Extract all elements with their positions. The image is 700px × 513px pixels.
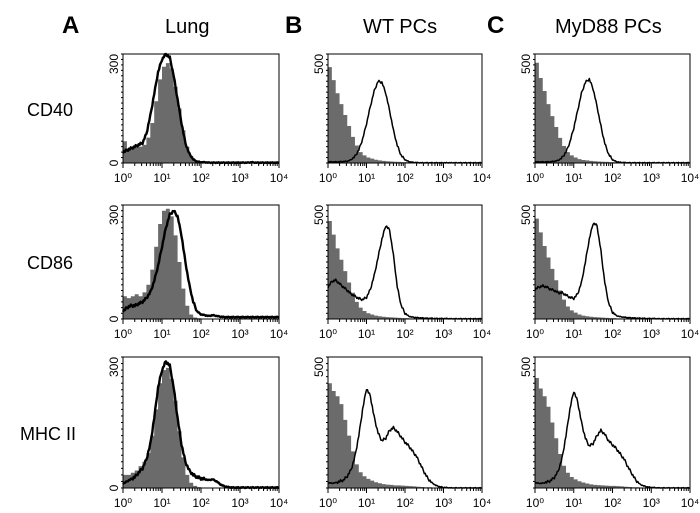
x-tick-label: 10² — [604, 327, 621, 341]
control-histogram-fill — [328, 67, 482, 163]
panel-letter-b: B — [285, 12, 302, 39]
x-tick-label: 10⁴ — [473, 327, 492, 341]
x-tick-label: 10⁰ — [319, 496, 337, 510]
x-tick-label: 10¹ — [565, 327, 582, 341]
x-tick-label: 10³ — [231, 327, 248, 341]
control-histogram-fill — [123, 208, 279, 319]
x-tick-label: 10⁴ — [681, 171, 700, 185]
x-tick-label: 10² — [396, 327, 413, 341]
histogram-panel: 10⁰ 10¹ 10² 10³ 10⁴ 500 — [519, 204, 700, 341]
control-histogram-fill — [123, 367, 279, 488]
x-tick-label: 10³ — [435, 327, 452, 341]
x-tick-label: 10¹ — [153, 496, 170, 510]
x-tick-label: 10⁰ — [319, 171, 337, 185]
y-tick-label: 0 — [107, 159, 121, 166]
row-label-cd40: CD40 — [27, 100, 73, 120]
x-tick-label: 10² — [192, 327, 209, 341]
x-tick-label: 10³ — [643, 496, 660, 510]
y-tick-label: 0 — [107, 484, 121, 491]
x-tick-label: 10³ — [643, 327, 660, 341]
x-tick-label: 10¹ — [153, 327, 170, 341]
x-tick-label: 10⁰ — [114, 327, 132, 341]
y-tick-label: 300 — [107, 357, 121, 377]
x-tick-label: 10³ — [231, 496, 248, 510]
control-histogram-fill — [328, 383, 482, 488]
x-tick-label: 10² — [396, 496, 413, 510]
y-tick-label: 500 — [519, 357, 533, 377]
x-tick-label: 10² — [192, 496, 209, 510]
histogram-panel: 10⁰ 10¹ 10² 10³ 10⁴ 500 — [312, 53, 492, 185]
y-tick-label: 500 — [519, 54, 533, 74]
y-tick-label: 300 — [107, 205, 121, 225]
row-label-cd86: CD86 — [27, 253, 73, 273]
x-tick-label: 10⁰ — [114, 496, 132, 510]
control-histogram-fill — [535, 218, 690, 319]
column-title-myd88-pcs: MyD88 PCs — [555, 16, 662, 38]
x-tick-label: 10³ — [231, 171, 248, 185]
x-tick-label: 10⁰ — [319, 327, 337, 341]
x-tick-label: 10² — [604, 171, 621, 185]
y-tick-label: 500 — [312, 205, 326, 225]
y-tick-label: 300 — [107, 54, 121, 74]
control-histogram-fill — [535, 62, 690, 163]
stained-histogram-line — [121, 209, 280, 319]
x-tick-label: 10⁴ — [473, 171, 492, 185]
x-tick-label: 10⁴ — [270, 171, 289, 185]
x-tick-label: 10¹ — [358, 327, 375, 341]
x-tick-label: 10⁰ — [114, 171, 132, 185]
y-tick-label: 500 — [312, 54, 326, 74]
histogram-panel: 10⁰ 10¹ 10² 10³ 10⁴ 300 0 — [107, 204, 289, 341]
histogram-panel: 10⁰ 10¹ 10² 10³ 10⁴ 300 0 — [107, 52, 289, 185]
x-tick-label: 10³ — [435, 171, 452, 185]
histogram-panel: 10⁰ 10¹ 10² 10³ 10⁴ 500 — [519, 356, 700, 510]
x-tick-label: 10⁴ — [270, 496, 289, 510]
x-tick-label: 10⁰ — [526, 171, 544, 185]
x-tick-label: 10² — [396, 171, 413, 185]
x-tick-label: 10¹ — [565, 496, 582, 510]
control-histogram-fill — [535, 377, 690, 488]
x-tick-label: 10² — [192, 171, 209, 185]
x-tick-label: 10² — [604, 496, 621, 510]
x-tick-label: 10¹ — [565, 171, 582, 185]
x-tick-label: 10⁰ — [526, 496, 544, 510]
y-tick-label: 0 — [107, 315, 121, 322]
x-tick-label: 10⁴ — [681, 496, 700, 510]
stained-histogram-line — [122, 360, 280, 490]
histogram-panel: 10⁰ 10¹ 10² 10³ 10⁴ 500 — [312, 356, 492, 510]
panel-letter-a: A — [62, 12, 79, 39]
control-histogram-fill — [123, 63, 279, 164]
x-tick-label: 10¹ — [153, 171, 170, 185]
column-title-wt-pcs: WT PCs — [363, 16, 437, 38]
x-tick-label: 10⁴ — [270, 327, 289, 341]
x-tick-label: 10³ — [435, 496, 452, 510]
column-title-lung: Lung — [165, 16, 210, 38]
control-histogram-fill — [328, 220, 482, 319]
x-tick-label: 10¹ — [358, 496, 375, 510]
x-tick-label: 10⁰ — [526, 327, 544, 341]
x-tick-label: 10¹ — [358, 171, 375, 185]
histogram-panel: 10⁰ 10¹ 10² 10³ 10⁴ 500 — [312, 204, 492, 341]
histogram-panel: 10⁰ 10¹ 10² 10³ 10⁴ 500 — [519, 53, 700, 185]
y-tick-label: 500 — [312, 357, 326, 377]
x-tick-label: 10³ — [643, 171, 660, 185]
row-label-mhc-ii: MHC II — [20, 424, 76, 444]
x-tick-label: 10⁴ — [473, 496, 492, 510]
x-tick-label: 10⁴ — [681, 327, 700, 341]
histogram-panel: 10⁰ 10¹ 10² 10³ 10⁴ 300 0 — [107, 356, 289, 510]
y-tick-label: 500 — [519, 205, 533, 225]
panel-letter-c: C — [487, 12, 504, 39]
